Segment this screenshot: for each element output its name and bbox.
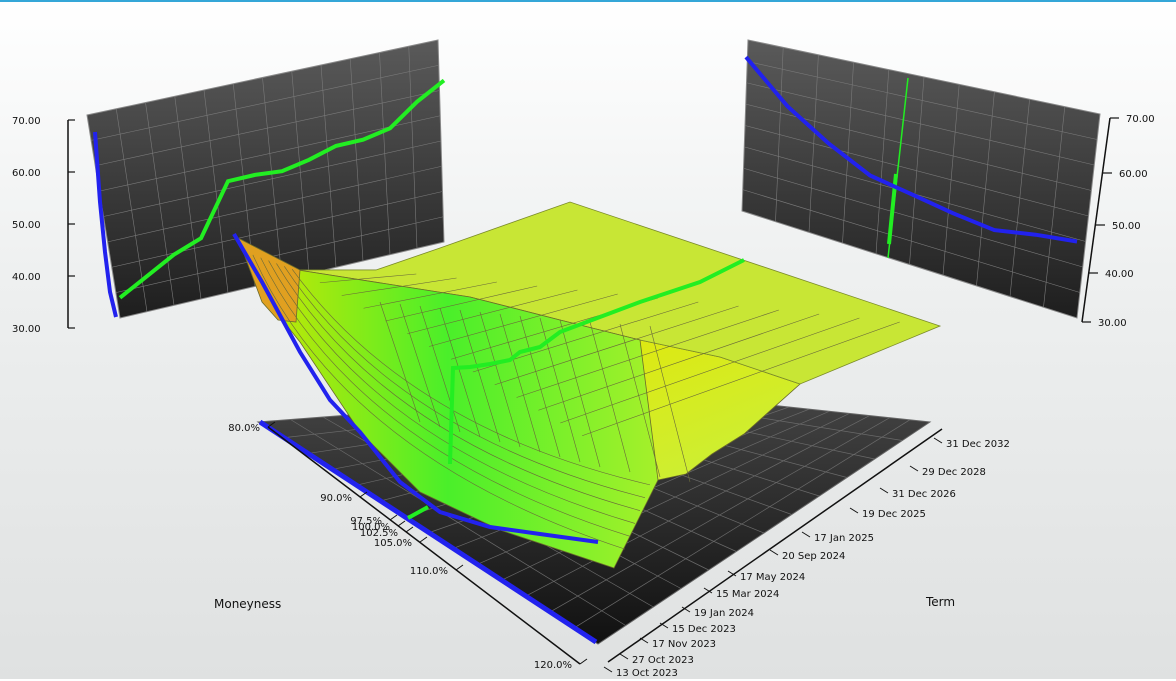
left-projection-panel xyxy=(86,39,446,319)
moneyness-tick xyxy=(419,536,428,543)
smile-line xyxy=(744,55,1078,244)
term-tick-label: 20 Sep 2024 xyxy=(782,551,845,562)
moneyness-tick-label: 105.0% xyxy=(374,538,412,549)
term-tick-label: 17 Jan 2025 xyxy=(814,533,874,544)
term-tick-label: 13 Oct 2023 xyxy=(616,668,678,679)
left-vol-tick-label: 50.00 xyxy=(12,220,41,231)
floor-smile-edge xyxy=(258,419,598,645)
moneyness-axis: 80.0% 90.0% 97.5%100.0%102.5%105.0% 110.0% 1… xyxy=(214,421,588,671)
right-vol-tick-label: 50.00 xyxy=(1112,221,1141,232)
term-tick-label: 31 Dec 2026 xyxy=(892,489,956,500)
term-tick xyxy=(703,587,713,594)
moneyness-tick-label: 80.0% xyxy=(228,423,260,434)
term-axis: 13 Oct 2023 27 Oct 2023 17 Nov 2023 15 Dec … xyxy=(603,428,1010,679)
left-vol-tick-label: 40.00 xyxy=(12,272,41,283)
left-vol-axis: 70.00 60.00 50.00 40.00 30.00 xyxy=(12,116,75,335)
term-tick xyxy=(909,465,919,472)
term-tick xyxy=(879,487,889,494)
term-tick-label: 17 Nov 2023 xyxy=(652,639,716,650)
term-tick xyxy=(849,507,859,514)
moneyness-tick xyxy=(579,658,588,665)
term-tick-label: 19 Dec 2025 xyxy=(862,509,926,520)
right-vol-axis: 70.00 60.00 50.00 40.00 30.00 xyxy=(1081,114,1155,329)
term-axis-title: Term xyxy=(925,595,955,609)
term-tick xyxy=(681,606,691,613)
moneyness-tick xyxy=(397,520,406,527)
moneyness-tick-label: 90.0% xyxy=(320,493,352,504)
moneyness-tick xyxy=(267,421,276,428)
term-tick-label: 27 Oct 2023 xyxy=(632,655,694,666)
term-tick xyxy=(727,570,737,577)
moneyness-axis-title: Moneyness xyxy=(214,597,281,611)
term-tick-label: 15 Dec 2023 xyxy=(672,624,736,635)
surface-smile-line xyxy=(232,232,599,544)
vol-surface xyxy=(232,201,942,569)
moneyness-tick xyxy=(359,491,368,498)
term-tick-label: 17 May 2024 xyxy=(740,572,805,583)
moneyness-tick xyxy=(405,526,414,533)
surface-term-line xyxy=(448,258,745,465)
left-edge-smile-line xyxy=(93,131,118,318)
term-tick xyxy=(933,437,943,444)
moneyness-tick-label: 100.0% xyxy=(352,522,390,533)
moneyness-tick xyxy=(389,514,398,521)
surface-back-ridge xyxy=(237,237,301,323)
moneyness-tick-label: 102.5% xyxy=(360,528,398,539)
moneyness-tick-label: 120.0% xyxy=(534,660,572,671)
term-tick xyxy=(639,637,649,644)
term-tick xyxy=(769,549,779,556)
term-tick xyxy=(801,531,811,538)
right-vol-tick-label: 30.00 xyxy=(1098,318,1127,329)
term-tick xyxy=(659,622,669,629)
right-vol-tick-label: 40.00 xyxy=(1105,269,1134,280)
left-vol-tick-label: 30.00 xyxy=(12,324,41,335)
term-tick-label: 15 Mar 2024 xyxy=(716,589,779,600)
left-vol-tick-label: 60.00 xyxy=(12,168,41,179)
surface-smile-face xyxy=(237,237,659,569)
term-tick xyxy=(603,666,613,673)
right-projection-panel xyxy=(741,39,1101,319)
term-tick-label: 29 Dec 2028 xyxy=(922,467,986,478)
term-tick-label: 31 Dec 2032 xyxy=(946,439,1010,450)
right-vol-tick-label: 70.00 xyxy=(1126,114,1155,125)
term-structure-line xyxy=(118,78,446,300)
left-vol-tick-label: 70.00 xyxy=(12,116,41,127)
floor-term-marker xyxy=(407,505,429,520)
right-vol-tick-label: 60.00 xyxy=(1119,169,1148,180)
moneyness-tick-label: 110.0% xyxy=(410,566,448,577)
term-tick xyxy=(619,653,629,660)
moneyness-tick-label: 97.5% xyxy=(350,516,382,527)
moneyness-tick xyxy=(455,564,464,571)
term-tick-label: 19 Jan 2024 xyxy=(694,608,754,619)
